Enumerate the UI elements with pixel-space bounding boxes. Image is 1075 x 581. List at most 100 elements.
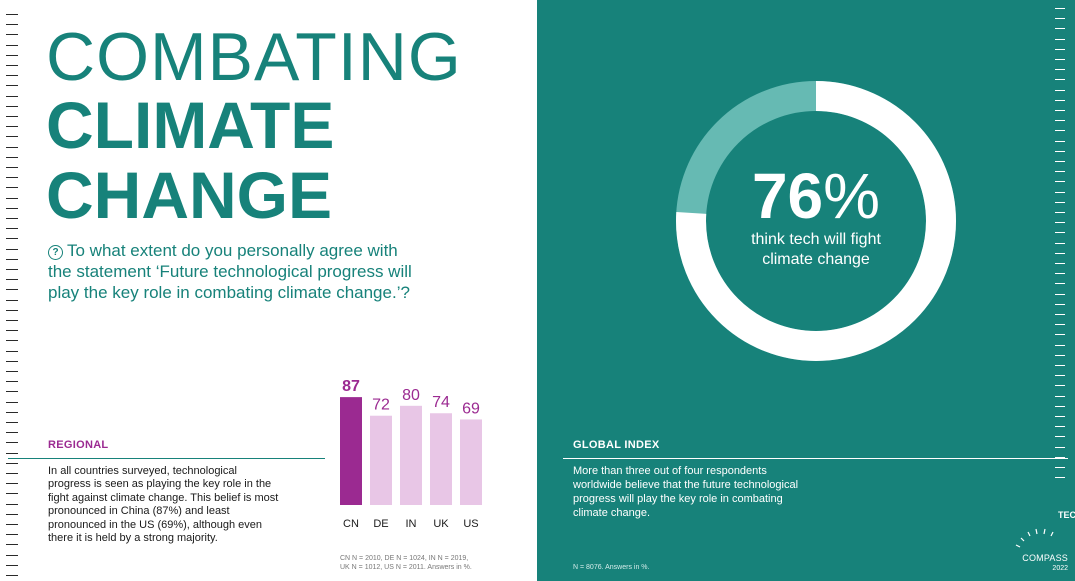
ruler-tick [1055,28,1065,30]
ruler-tick [1055,385,1065,387]
bar-de [370,415,392,505]
regional-divider [8,458,325,459]
global-footnote: N = 8076. Answers in %. [573,564,650,571]
ruler-tick [1055,426,1065,428]
ruler-tick [6,289,18,291]
ruler-tick [1055,222,1065,224]
ruler-tick [1055,38,1065,40]
ruler-tick [6,391,18,393]
ruler-tick [6,197,18,199]
donut-slice-agree [676,81,956,361]
ruler-tick [1055,59,1065,60]
bar-value-label: 87 [342,378,360,395]
ruler-tick [6,85,18,87]
regional-footnote-line-1: CN N = 2010, DE N = 1024, IN N = 2019, [340,555,469,562]
ruler-tick [6,564,18,566]
ruler-tick [1055,18,1065,20]
regional-bar-chart: 87 CN 72 DE 80 IN 74 UK 69 US [340,378,482,530]
tech-compass-logo-icon [1015,528,1054,548]
ruler-tick [1055,252,1065,254]
ruler-tick [6,299,18,301]
ruler-tick [6,207,18,209]
logo-year-text: 2022 [1052,565,1068,572]
bar-value-label: 80 [402,387,420,404]
ruler-tick [6,65,18,66]
ruler-tick [1055,181,1065,183]
ruler-tick [6,258,18,260]
ruler-tick [6,442,18,444]
ruler-tick [1055,395,1065,397]
ruler-tick [6,575,18,576]
survey-question: ? To what extent do you personally agree … [48,240,418,303]
category-tick-label: UK [433,518,449,530]
ruler-tick [6,279,18,281]
ruler-tick [1055,273,1065,275]
ruler-tick [1055,201,1065,203]
bar-value-label: 74 [432,394,450,411]
bar-cn [340,397,362,505]
ruler-tick [1055,191,1065,193]
bar-uk [430,413,452,505]
ruler-tick [6,187,18,189]
ruler-tick [6,309,18,311]
ruler-tick [1055,405,1065,407]
ruler-tick [1055,263,1065,264]
title-line-2: CLIMATE [46,88,335,162]
ruler-tick [6,54,18,56]
ruler-tick [1055,293,1065,295]
ruler-tick [6,360,18,362]
ruler-tick [6,401,18,403]
ruler-tick [1055,375,1065,377]
ruler-tick [1055,365,1065,366]
ruler-tick [6,503,18,505]
ruler-tick [6,473,18,474]
category-tick-label: US [463,518,478,530]
regional-footnote-line-2: UK N = 1012, US N = 2011. Answers in %. [340,564,472,571]
left-tick-ruler [6,14,20,576]
ruler-tick [6,95,18,97]
ruler-tick [6,462,18,464]
ruler-tick [1055,48,1065,50]
ruler-tick [6,340,18,342]
ruler-tick [6,320,18,321]
ruler-tick [6,238,18,240]
ruler-tick [1055,354,1065,356]
bar-value-label: 69 [462,400,480,417]
regional-label: REGIONAL [48,439,109,451]
ruler-tick [1055,79,1065,81]
category-tick-label: DE [373,518,388,530]
ruler-tick [6,524,18,525]
ruler-tick [6,371,18,372]
ruler-tick [6,75,18,77]
ruler-tick [1055,242,1065,244]
ruler-tick [6,422,18,423]
ruler-tick [6,105,18,107]
ruler-tick [6,381,18,383]
ruler-tick [1055,303,1065,305]
ruler-tick [6,146,18,148]
ruler-tick [6,483,18,485]
ruler-tick [1055,161,1065,162]
category-tick-label: IN [406,518,417,530]
ruler-tick [6,34,18,36]
global-subtitle: think tech will fight climate change [751,231,881,268]
ruler-tick [1055,130,1065,132]
ruler-tick [1055,456,1065,458]
ruler-tick [6,411,18,413]
question-text: To what extent do you personally agree w… [48,241,412,302]
ruler-tick [1055,89,1065,91]
ruler-tick [1055,314,1065,315]
ruler-tick [6,228,18,230]
ruler-tick [1055,69,1065,71]
ruler-tick [6,513,18,515]
ruler-tick [6,24,18,26]
ruler-tick [6,156,18,158]
global-donut-chart [676,81,956,361]
ruler-tick [6,330,18,332]
ruler-tick [6,544,18,546]
bar-in [400,405,422,505]
category-tick-label: CN [343,518,359,530]
ruler-tick [1055,416,1065,417]
